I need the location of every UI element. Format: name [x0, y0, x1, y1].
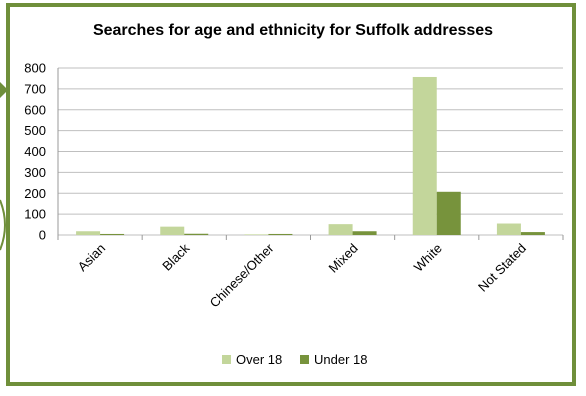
- y-tick-label: 800: [24, 61, 46, 76]
- y-tick-label: 700: [24, 81, 46, 96]
- y-axis-ticks: 0 100 200 300 400 500 600 700 800: [24, 61, 46, 243]
- bar-under-18: [100, 233, 125, 235]
- bars: [76, 76, 545, 235]
- bar-over-18: [412, 76, 437, 235]
- legend-label: Under 18: [314, 352, 367, 367]
- bar-over-18: [76, 231, 101, 235]
- bar-over-18: [244, 234, 269, 235]
- bar-over-18: [160, 226, 185, 235]
- y-tick-label: 100: [24, 207, 46, 222]
- bar-over-18: [328, 224, 353, 235]
- bar-under-18: [436, 191, 461, 235]
- bar-under-18: [352, 231, 377, 235]
- legend-label: Over 18: [236, 352, 282, 367]
- chart-frame: [6, 3, 576, 386]
- legend-swatch: [300, 355, 309, 364]
- legend-swatch: [222, 355, 231, 364]
- y-tick-label: 0: [39, 228, 46, 243]
- category-label: Chinese/Other: [207, 240, 277, 310]
- gridlines: [57, 67, 564, 240]
- y-tick-label: 600: [24, 102, 46, 117]
- category-label: White: [411, 241, 445, 275]
- y-tick-label: 300: [24, 165, 46, 180]
- y-tick-label: 500: [24, 123, 46, 138]
- category-labels: Asian Black Chinese/Other Mixed White Not Sta…: [75, 240, 529, 310]
- category-label: Black: [159, 240, 192, 273]
- bar-under-18: [268, 233, 293, 235]
- category-label: Not Stated: [475, 241, 529, 295]
- y-tick-label: 200: [24, 186, 46, 201]
- legend: Over 18 Under 18: [222, 352, 367, 367]
- category-label: Asian: [75, 241, 109, 275]
- chart-title: Searches for age and ethnicity for Suffo…: [92, 22, 494, 39]
- category-label: Mixed: [326, 241, 361, 276]
- bar-over-18: [496, 223, 521, 235]
- bar-under-18: [520, 232, 545, 235]
- y-tick-label: 400: [24, 144, 46, 159]
- bar-under-18: [184, 233, 209, 235]
